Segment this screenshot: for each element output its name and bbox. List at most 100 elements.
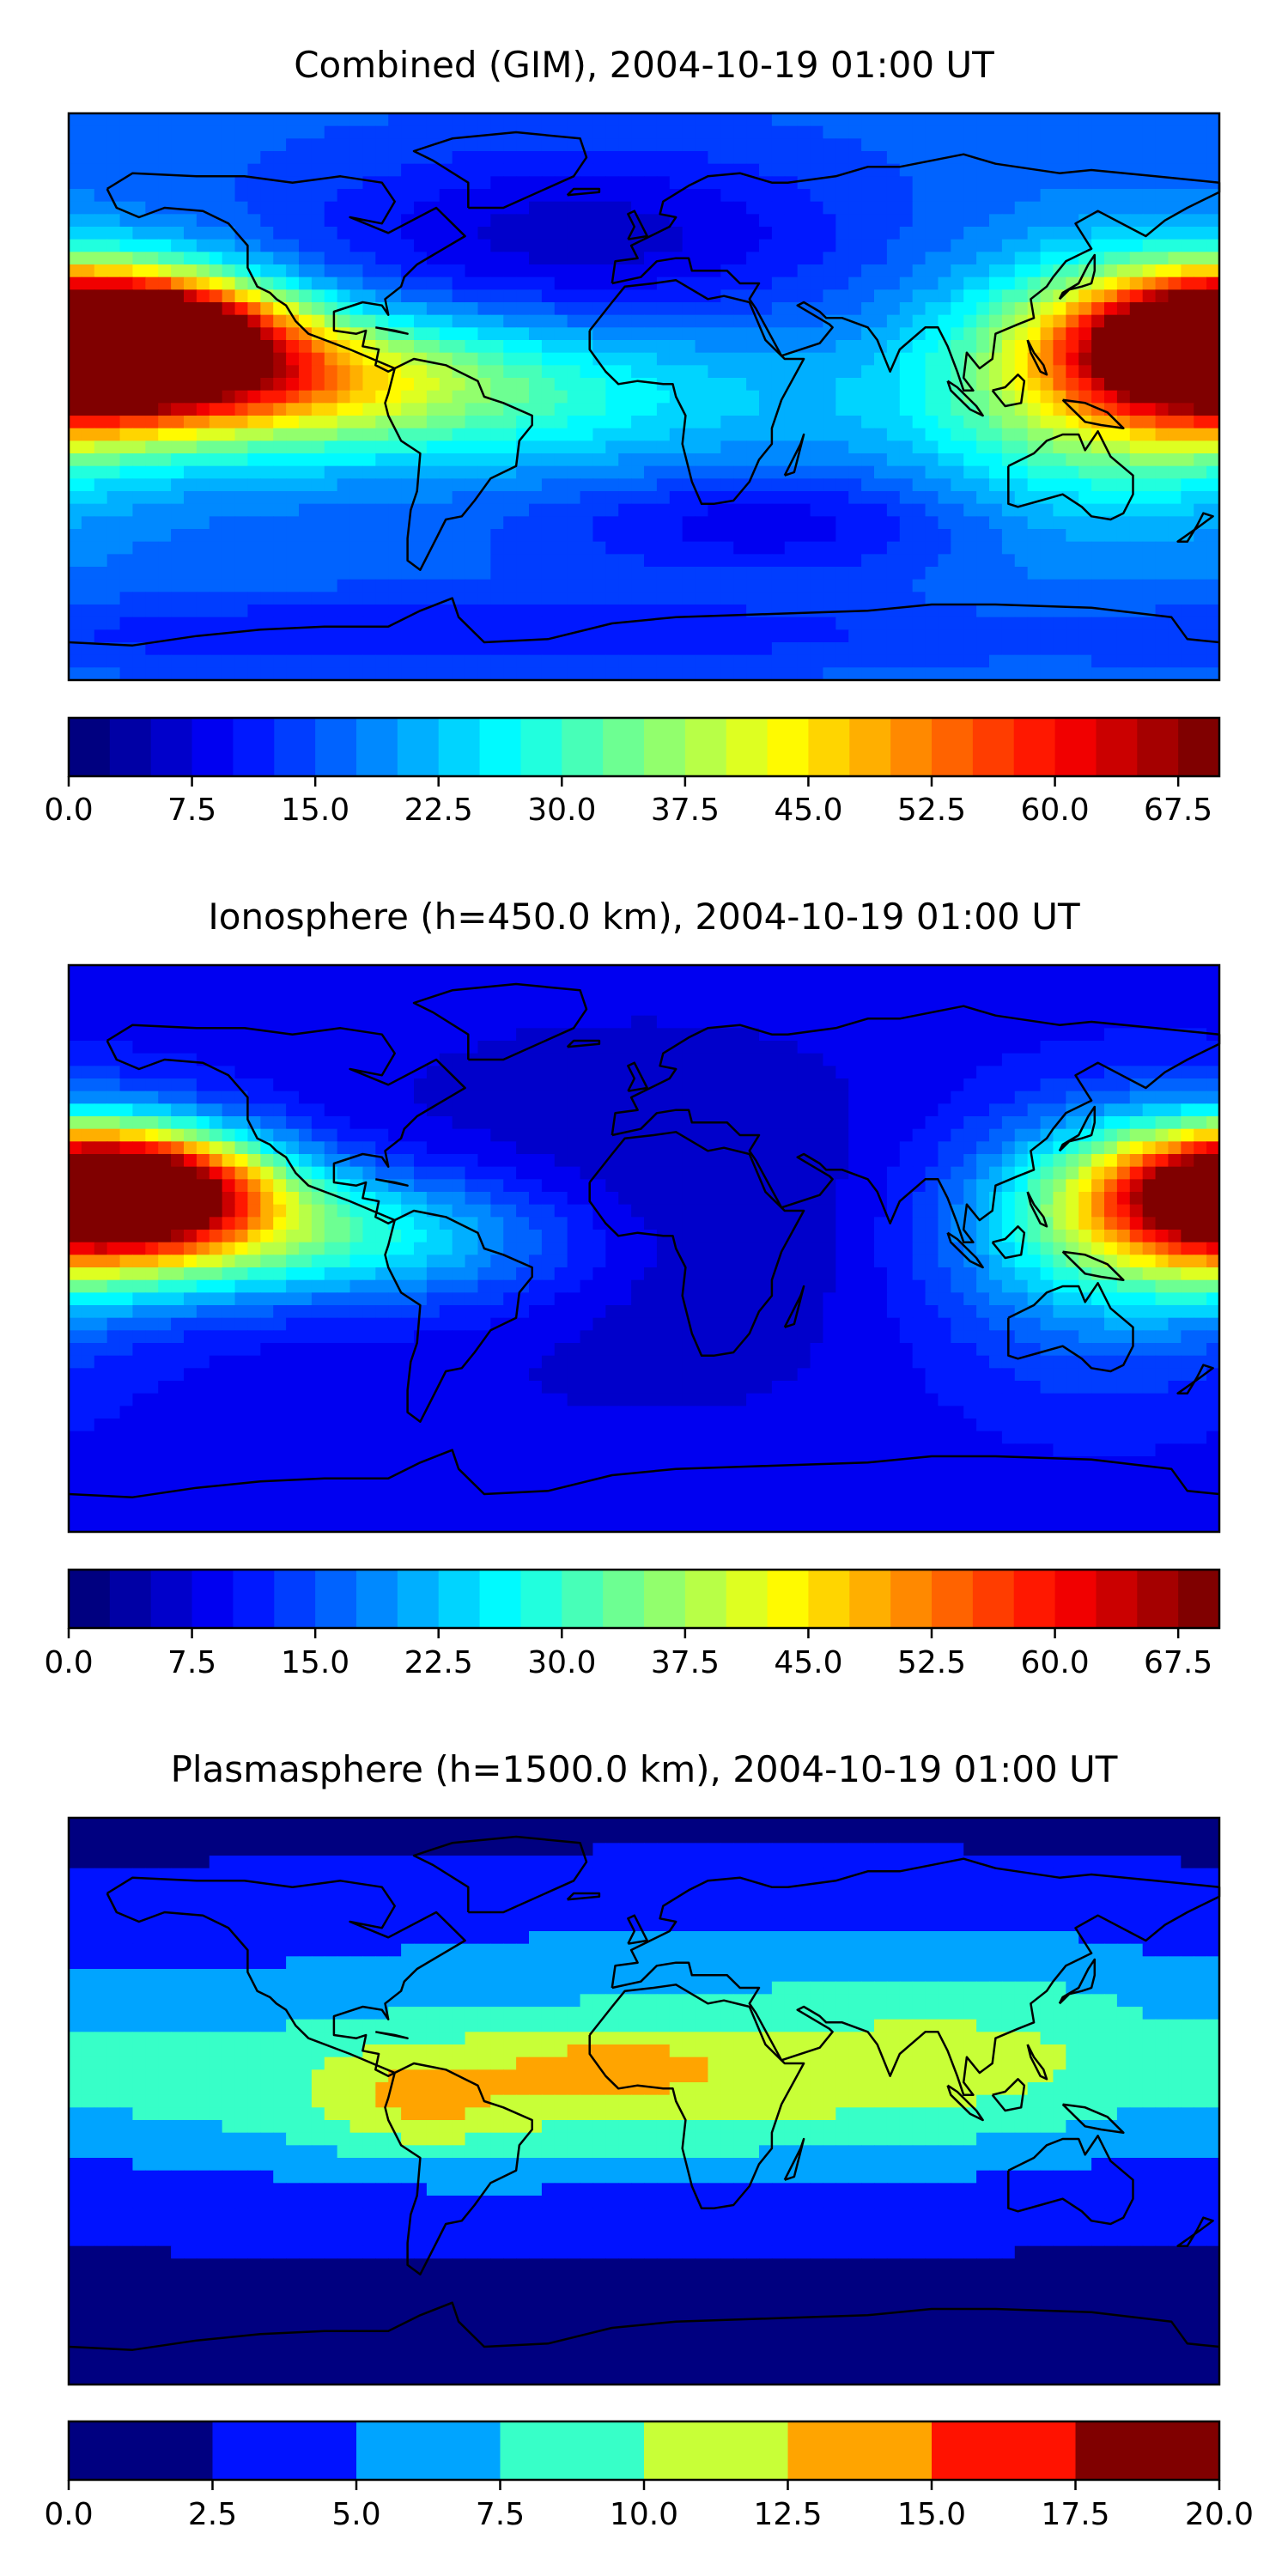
field-cell [541, 201, 556, 215]
field-cell [1053, 1003, 1066, 1017]
field-cell [362, 503, 376, 517]
field-cell [311, 252, 325, 265]
field-cell [222, 491, 236, 505]
field-cell [490, 176, 504, 190]
field-cell [733, 567, 747, 580]
field-cell [132, 276, 146, 290]
field-cell [234, 428, 249, 441]
field-cell [631, 453, 645, 467]
field-cell [299, 365, 313, 379]
field-cell [605, 314, 619, 328]
field-cell [976, 264, 990, 278]
field-cell [835, 125, 849, 139]
field-cell [605, 541, 619, 555]
field-cell [106, 189, 121, 203]
field-cell [835, 592, 849, 605]
field-cell [1155, 390, 1170, 404]
field-cell [222, 390, 236, 404]
field-cell [886, 642, 901, 656]
field-cell [669, 1053, 683, 1066]
field-cell [260, 340, 274, 354]
field-cell [273, 1003, 287, 1017]
field-cell [132, 201, 146, 215]
field-cell [196, 1028, 210, 1042]
field-cell [541, 113, 556, 127]
field-cell [925, 554, 939, 568]
panel-1: Combined (GIM), 2004-10-19 01:00 UT0.0 7.… [44, 44, 1221, 828]
field-cell [823, 990, 836, 1004]
field-cell [810, 428, 824, 441]
field-cell [720, 327, 734, 341]
field-cell [94, 491, 108, 505]
field-cell [605, 440, 619, 454]
field-cell [145, 965, 159, 979]
field-cell [605, 478, 619, 492]
field-cell [171, 1015, 185, 1029]
field-cell [1206, 125, 1220, 139]
field-cell [989, 239, 1003, 252]
field-cell [886, 189, 901, 203]
field-cell [1053, 352, 1066, 366]
field-cell [503, 378, 517, 392]
field-cell [349, 977, 364, 991]
field-cell [94, 592, 108, 605]
field-cell [644, 990, 658, 1004]
field-cell [938, 990, 951, 1004]
field-cell [209, 629, 223, 643]
field-cell [1168, 125, 1182, 139]
field-cell [618, 125, 632, 139]
field-cell [299, 276, 313, 290]
field-cell [234, 365, 249, 379]
field-cell [912, 138, 927, 152]
field-cell [567, 579, 581, 592]
field-cell [362, 567, 376, 580]
field-cell [516, 416, 530, 429]
field-cell [119, 264, 134, 278]
field-cell [989, 617, 1003, 630]
field-cell [286, 189, 300, 203]
field-cell [1168, 554, 1182, 568]
field-cell [349, 579, 364, 592]
field-cell [1142, 302, 1157, 316]
field-cell [106, 465, 121, 479]
field-cell [119, 302, 134, 316]
field-cell [644, 541, 658, 555]
field-cell [963, 1066, 977, 1079]
field-cell [311, 378, 325, 392]
field-cell [759, 113, 773, 127]
field-cell [797, 314, 811, 328]
field-cell [1091, 289, 1105, 303]
field-cell [145, 1078, 159, 1092]
field-cell [516, 667, 530, 681]
field-cell [951, 642, 964, 656]
field-cell [810, 264, 824, 278]
field-cell [1155, 189, 1170, 203]
field-cell [631, 1041, 645, 1054]
field-cell [477, 617, 491, 630]
field-cell [682, 605, 696, 618]
field-cell [1194, 227, 1207, 240]
field-cell [746, 201, 760, 215]
field-cell [94, 239, 108, 252]
field-cell [656, 1015, 671, 1029]
field-cell [682, 176, 696, 190]
field-cell [1194, 125, 1207, 139]
field-cell [1129, 340, 1144, 354]
field-cell [1091, 977, 1105, 991]
field-cell [94, 1028, 108, 1042]
field-cell [605, 352, 619, 366]
field-cell [759, 465, 773, 479]
field-cell [746, 252, 760, 265]
field-cell [1181, 965, 1194, 979]
field-cell [976, 340, 990, 354]
field-cell [414, 276, 428, 290]
field-cell [529, 390, 543, 404]
field-cell [1129, 125, 1144, 139]
field-cell [925, 977, 939, 991]
field-cell [874, 491, 888, 505]
field-cell [69, 1078, 82, 1092]
field-cell [1027, 654, 1042, 668]
field-cell [835, 428, 849, 441]
field-cell [529, 327, 543, 341]
field-cell [401, 629, 415, 643]
